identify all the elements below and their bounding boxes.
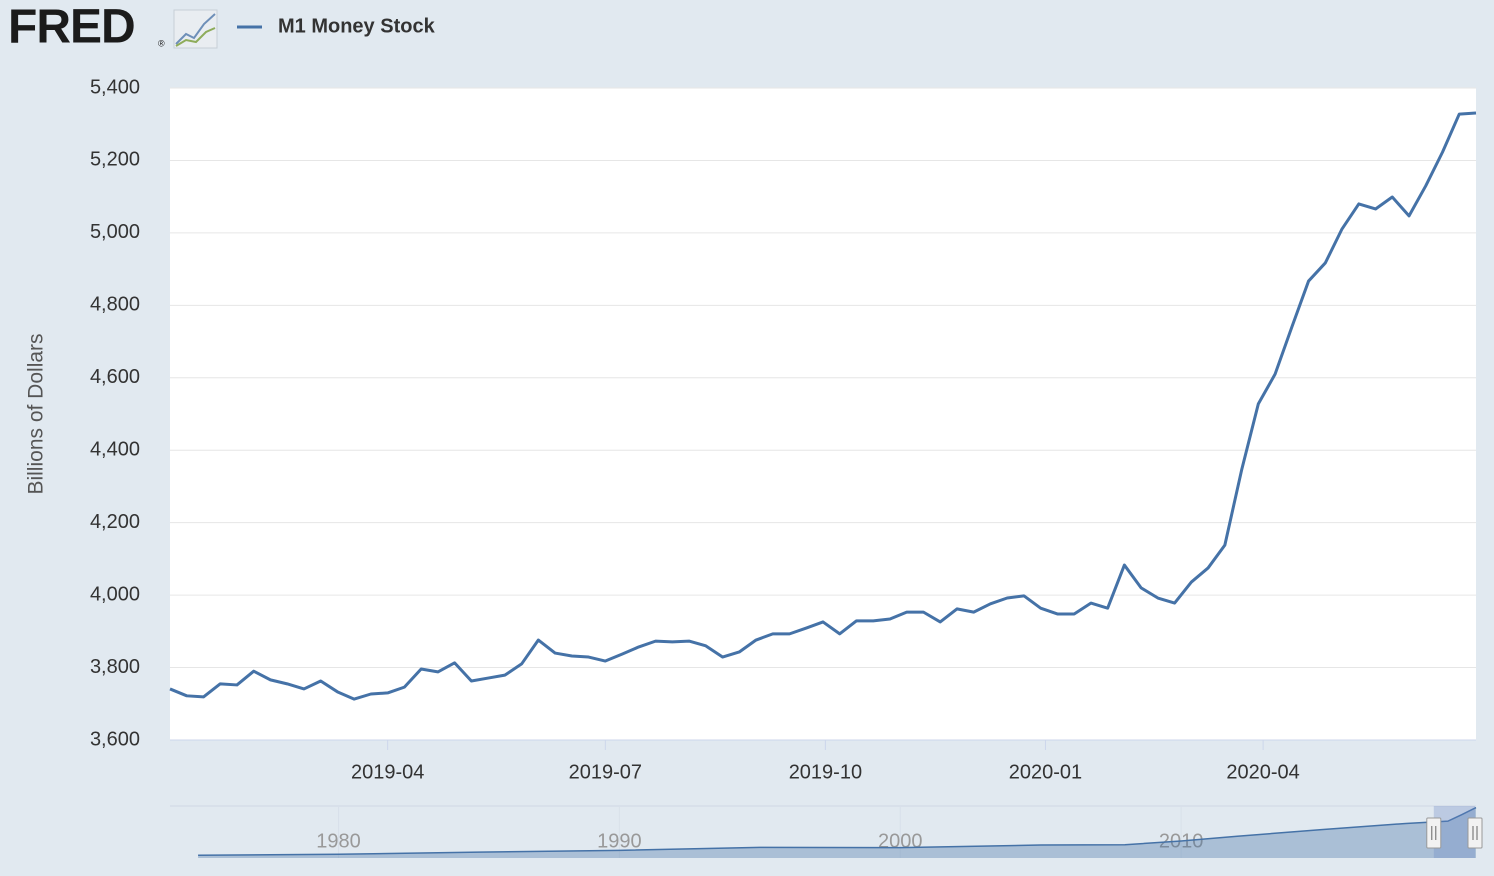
handle-box bbox=[1426, 817, 1442, 849]
y-tick-label: 4,200 bbox=[90, 511, 140, 533]
y-axis-label: Billions of Dollars bbox=[25, 333, 48, 494]
logo[interactable]: FRED bbox=[8, 1, 136, 54]
icon-line bbox=[175, 27, 216, 47]
y-tick-label: 3,800 bbox=[90, 656, 140, 678]
x-tick-label: 2019-10 bbox=[789, 761, 862, 783]
y-tick-label: 4,800 bbox=[90, 294, 140, 316]
plot-area bbox=[170, 88, 1476, 740]
data-line bbox=[169, 111, 1477, 701]
y-tick-label: 3,600 bbox=[90, 728, 140, 750]
y-tick-label: 5,200 bbox=[90, 149, 140, 171]
y-tick-label: 5,000 bbox=[90, 221, 140, 243]
logo-icon bbox=[173, 9, 218, 49]
y-tick-label: 4,400 bbox=[90, 439, 140, 461]
navigator-area bbox=[198, 807, 1477, 858]
legend-label: M1 Money Stock bbox=[278, 15, 436, 37]
logo-mark: ® bbox=[158, 38, 165, 48]
x-tick-label: 2019-04 bbox=[351, 761, 424, 783]
navigator-handle[interactable] bbox=[1426, 817, 1442, 849]
navigator-tick-label: 1980 bbox=[316, 830, 361, 852]
x-tick-label: 2020-01 bbox=[1009, 761, 1082, 783]
y-tick-label: 4,600 bbox=[90, 366, 140, 388]
x-tick-label: 2019-07 bbox=[569, 761, 642, 783]
icon-line bbox=[175, 13, 216, 45]
y-tick-label: 4,000 bbox=[90, 583, 140, 605]
x-tick-label: 2020-04 bbox=[1226, 761, 1299, 783]
navigator-handle[interactable] bbox=[1467, 817, 1483, 849]
navigator-tick-label: 1990 bbox=[597, 830, 642, 852]
handle-box bbox=[1467, 817, 1483, 849]
y-tick-label: 5,400 bbox=[90, 76, 140, 98]
